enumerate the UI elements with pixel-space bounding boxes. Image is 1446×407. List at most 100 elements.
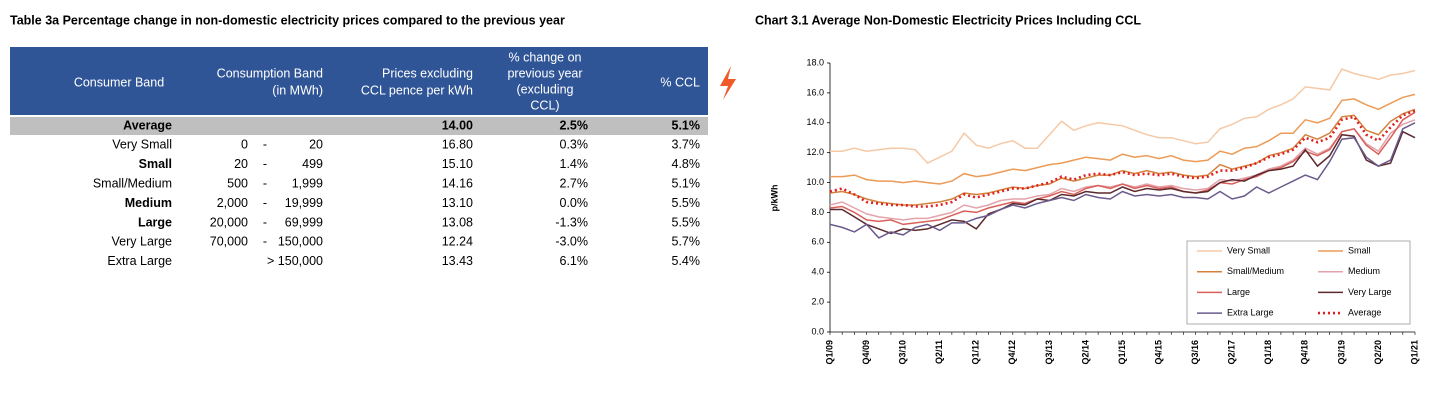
header-cell: (excluding bbox=[517, 82, 574, 96]
table-cell: Small/Medium bbox=[93, 176, 172, 190]
table-cell: 12.24 bbox=[442, 235, 473, 249]
table-cell: 5.5% bbox=[672, 196, 701, 210]
legend-label: Large bbox=[1227, 287, 1250, 297]
x-tick-label: Q3/10 bbox=[898, 340, 908, 365]
table-cell: 13.10 bbox=[442, 196, 473, 210]
legend-label: Very Small bbox=[1227, 245, 1270, 255]
legend-label: Average bbox=[1348, 307, 1381, 317]
table-cell: - bbox=[263, 176, 267, 190]
table-cell: 3.7% bbox=[672, 138, 701, 152]
header-cell: Consumption Band bbox=[217, 66, 323, 80]
legend-label: Extra Large bbox=[1227, 307, 1274, 317]
legend-label: Medium bbox=[1348, 266, 1380, 276]
y-tick-label: 2.0 bbox=[811, 296, 824, 306]
table-cell: 19,999 bbox=[285, 196, 323, 210]
table-cell: 2.7% bbox=[560, 176, 589, 190]
x-tick-label: Q4/15 bbox=[1153, 340, 1163, 365]
table-cell: - bbox=[263, 215, 267, 229]
y-tick-label: 16.0 bbox=[806, 87, 824, 97]
x-tick-label: Q1/18 bbox=[1263, 340, 1273, 365]
y-tick-label: 4.0 bbox=[811, 267, 824, 277]
series-line bbox=[829, 111, 1416, 226]
table-cell: 15.10 bbox=[442, 157, 473, 171]
header-cell: previous year bbox=[507, 66, 582, 80]
header-cell: % change on bbox=[509, 50, 582, 64]
legend-label: Small bbox=[1348, 245, 1371, 255]
x-tick-label: Q2/20 bbox=[1373, 340, 1383, 365]
legend bbox=[1186, 240, 1411, 325]
y-tick-label: 18.0 bbox=[806, 57, 824, 67]
y-tick-label: 0.0 bbox=[811, 326, 824, 336]
y-tick-label: 6.0 bbox=[811, 237, 824, 247]
table-cell: 6.1% bbox=[560, 254, 589, 268]
table-cell: 1.4% bbox=[560, 157, 589, 171]
table-cell: Small bbox=[139, 157, 172, 171]
series-line bbox=[829, 108, 1416, 206]
series-line bbox=[830, 93, 1416, 185]
x-tick-label: Q2/14 bbox=[1080, 340, 1090, 365]
table-cell: 150,000 bbox=[278, 235, 323, 249]
table-cell: 14.00 bbox=[442, 118, 473, 132]
table-title: Table 3a Percentage change in non-domest… bbox=[10, 13, 565, 27]
chart-title: Chart 3.1 Average Non-Domestic Electrici… bbox=[755, 13, 1141, 27]
table-cell: 70,000 bbox=[210, 235, 248, 249]
header-cell: % CCL bbox=[660, 75, 700, 89]
table-cell: 69,999 bbox=[285, 215, 323, 229]
legend-label: Very Large bbox=[1348, 287, 1392, 297]
table-cell: 2.5% bbox=[560, 118, 589, 132]
table-cell: -1.3% bbox=[555, 215, 588, 229]
table-cell: 0.3% bbox=[560, 138, 589, 152]
table-cell: 5.5% bbox=[672, 215, 701, 229]
series-line bbox=[830, 130, 1416, 235]
series-line bbox=[829, 109, 1416, 208]
legend-label: Small/Medium bbox=[1227, 266, 1284, 276]
series-line bbox=[829, 122, 1416, 239]
table-cell: 5.1% bbox=[672, 176, 701, 190]
table-cell: Extra Large bbox=[107, 254, 172, 268]
table-cell: -3.0% bbox=[555, 235, 588, 249]
table-cell: Medium bbox=[125, 196, 172, 210]
x-tick-label: Q2/17 bbox=[1227, 340, 1237, 365]
table-cell: 2,000 bbox=[217, 196, 248, 210]
table-cell: - bbox=[263, 138, 267, 152]
table-cell: - bbox=[263, 196, 267, 210]
table-cell: - bbox=[263, 157, 267, 171]
x-tick-label: Q3/19 bbox=[1336, 340, 1346, 365]
header-cell: (in MWh) bbox=[272, 83, 323, 97]
x-tick-label: Q4/12 bbox=[1007, 340, 1017, 365]
table-cell: 16.80 bbox=[442, 138, 473, 152]
y-tick-label: 10.0 bbox=[806, 177, 824, 187]
table-cell: 0.0% bbox=[560, 196, 589, 210]
table-cell: 1,999 bbox=[292, 176, 323, 190]
table-cell: 4.8% bbox=[672, 157, 701, 171]
table-cell: - bbox=[263, 235, 267, 249]
header-cell: CCL) bbox=[530, 98, 559, 112]
table-cell: 13.08 bbox=[442, 215, 473, 229]
table-cell: 20,000 bbox=[210, 215, 248, 229]
header-cell: CCL pence per kWh bbox=[361, 83, 473, 97]
table-cell: Large bbox=[138, 215, 172, 229]
header-cell: Prices excluding bbox=[382, 66, 473, 80]
table-cell: 20 bbox=[234, 157, 248, 171]
table-cell: 5.1% bbox=[672, 118, 701, 132]
y-tick-label: 14.0 bbox=[806, 117, 824, 127]
x-tick-label: Q4/18 bbox=[1300, 340, 1310, 365]
x-tick-label: Q3/13 bbox=[1044, 340, 1054, 365]
table-cell: 499 bbox=[302, 157, 323, 171]
table-cell: 20 bbox=[309, 138, 323, 152]
table-cell: Average bbox=[123, 118, 172, 132]
table-cell: 5.4% bbox=[672, 254, 701, 268]
y-axis-label: p/kWh bbox=[769, 185, 779, 212]
x-tick-label: Q3/16 bbox=[1190, 340, 1200, 365]
table-cell: Very Small bbox=[112, 138, 172, 152]
y-tick-label: 8.0 bbox=[811, 207, 824, 217]
table-cell: 5.7% bbox=[672, 235, 701, 249]
average-row-bg bbox=[10, 117, 708, 135]
table-cell: Very Large bbox=[112, 235, 173, 249]
table-cell: 13.43 bbox=[442, 254, 473, 268]
table-cell: > 150,000 bbox=[267, 254, 323, 268]
header-cell: Consumer Band bbox=[74, 75, 164, 89]
table-cell: 0 bbox=[241, 138, 248, 152]
x-tick-label: Q1/15 bbox=[1117, 340, 1127, 365]
